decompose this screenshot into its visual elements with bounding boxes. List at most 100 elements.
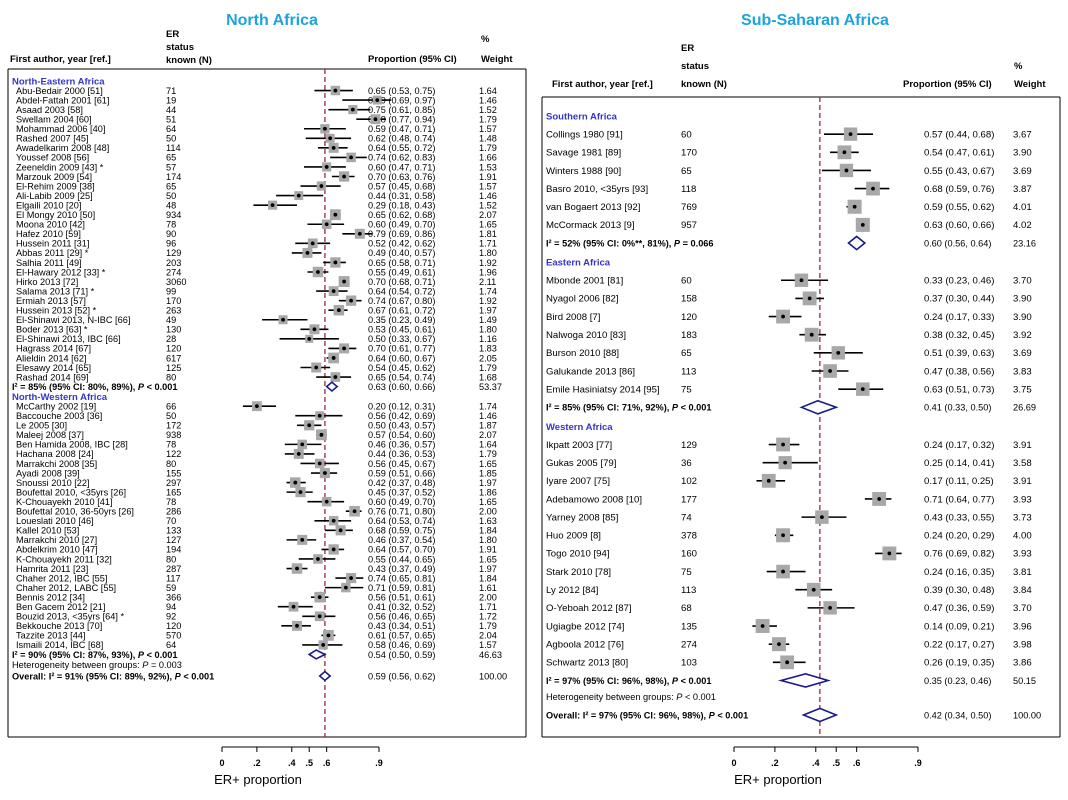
na-group-0-study-15-label: Hafez 2010 [59] <box>16 229 81 239</box>
north-africa-panel: North Africa ER status First author, yea… <box>7 12 527 787</box>
na-group-1-study-0-point <box>254 404 259 409</box>
na-group-1-study-16-n: 80 <box>166 554 176 564</box>
na-overall-label: Overall: I² = 91% (95% CI: 89%, 92%), P … <box>12 671 214 681</box>
ssa-group-1-study-5-point <box>828 369 832 373</box>
na-group-0-study-27-n: 120 <box>166 344 181 354</box>
na-group-0-study-3-n: 51 <box>166 115 176 125</box>
na-group-0-study-5-ci: 0.62 (0.48, 0.74) <box>368 134 435 144</box>
na-group-0-study-0-n: 71 <box>166 86 176 96</box>
na-group-0-study-1-point <box>375 98 380 102</box>
na-group-1-study-2-label: Le 2005 [30] <box>16 421 67 431</box>
na-group-1-study-25-label: Ismaili 2014, IBC [68] <box>16 640 103 650</box>
na-group-1-study-5-label: Hachana 2008 [24] <box>16 449 94 459</box>
ssa-group-2-study-12-ci: 0.26 (0.19, 0.35) <box>924 658 994 669</box>
na-group-1-study-13-ci: 0.68 (0.59, 0.75) <box>368 526 435 536</box>
na-group-0-summary-label: I² = 85% (95% CI: 80%, 89%), P < 0.001 <box>12 382 177 392</box>
na-group-0-study-10-ci: 0.57 (0.45, 0.68) <box>368 181 435 191</box>
na-group-0-study-12-ci: 0.29 (0.18, 0.43) <box>368 200 435 210</box>
ssa-group-0-study-4-label: van Bogaert 2013 [92] <box>546 202 640 213</box>
na-group-0-study-26-ci: 0.50 (0.33, 0.67) <box>368 334 435 344</box>
na-group-1-study-7-n: 155 <box>166 468 181 478</box>
na-group-0-study-20-ci: 0.70 (0.68, 0.71) <box>368 277 435 287</box>
ssa-group-0-study-2-point <box>844 168 849 173</box>
na-group-1-study-5-ci: 0.44 (0.36, 0.53) <box>368 449 435 459</box>
ssa-group-1-study-0-point <box>799 278 804 283</box>
ssa-group-1-study-3-weight: 3.92 <box>1013 330 1032 341</box>
na-overall-label-p: P <box>175 671 182 681</box>
na-group-1-study-0-label: McCarthy 2002 [19] <box>16 401 96 411</box>
ssa-group-1-study-2-point <box>781 314 785 319</box>
ssa-group-0-study-2-n: 65 <box>681 166 692 177</box>
na-group-1-study-7-point <box>323 471 327 475</box>
na-group-0-study-14-point <box>324 222 329 227</box>
na-group-0-study-11-ci: 0.44 (0.31, 0.58) <box>368 191 435 201</box>
na-group-0-study-12-label: Elgaili 2010 [20] <box>16 200 81 210</box>
na-group-1-study-20-point <box>317 595 322 600</box>
na-group-0-study-22-label: Ermiah 2013 [57] <box>16 296 86 306</box>
na-group-0-study-5-label: Rashed 2007 [45] <box>16 134 89 144</box>
ssa-tick-label-2: .4 <box>812 758 820 768</box>
na-group-0-study-29-weight: 1.79 <box>479 363 497 373</box>
na-group-0-study-12-n: 48 <box>166 200 176 210</box>
na-group-0-study-6-weight: 1.79 <box>479 143 497 153</box>
na-group-1-study-8-n: 297 <box>166 478 181 488</box>
na-group-1-study-15-n: 194 <box>166 545 181 555</box>
na-group-1-study-5-weight: 1.79 <box>479 449 497 459</box>
na-group-1-study-19-label: Chaher 2012, LABC [55] <box>16 583 116 593</box>
na-group-0-study-21-point <box>331 289 336 293</box>
ssa-group-2-study-11-point <box>777 642 781 647</box>
na-group-1-study-15-label: Abdelkrim 2010 [47] <box>16 545 98 555</box>
na-group-0-study-23-n: 263 <box>166 306 181 316</box>
ssa-overall-diamond <box>801 707 839 723</box>
na-group-0-study-26-point <box>307 336 312 341</box>
na-group-1-study-10-weight: 1.65 <box>479 497 497 507</box>
na-group-1-study-24-weight: 2.04 <box>479 631 497 641</box>
ssa-group-0-study-0-point <box>848 132 853 137</box>
na-group-0-study-25-ci: 0.53 (0.45, 0.61) <box>368 325 435 335</box>
na-group-1-study-3-ci: 0.57 (0.54, 0.60) <box>368 430 435 440</box>
na-tick-label-0: 0 <box>219 758 224 768</box>
na-group-1-study-8-ci: 0.42 (0.37, 0.48) <box>368 478 435 488</box>
na-group-0-study-28-label: Alieldin 2014 [62] <box>16 353 87 363</box>
na-heterogeneity: Heterogeneity between groups: P = 0.003 <box>12 660 182 670</box>
na-group-1-study-10-n: 78 <box>166 497 176 507</box>
ssa-overall-label-tail: < 0.001 <box>715 710 748 720</box>
na-group-1-study-12-weight: 1.63 <box>479 516 497 526</box>
ssa-group-2-study-7-ci: 0.24 (0.16, 0.35) <box>924 567 994 578</box>
na-group-0-study-18-weight: 1.92 <box>479 258 497 268</box>
na-group-0-study-20-label: Hirko 2013 [72] <box>16 277 78 287</box>
ssa-group-2-study-8-label: Ly 2012 [84] <box>546 585 598 596</box>
na-group-0-study-27-weight: 1.83 <box>479 344 497 354</box>
ssa-group-0-study-4-n: 769 <box>681 202 697 213</box>
na-group-0-study-15-weight: 1.81 <box>479 229 497 239</box>
ssa-overall-weight: 100.00 <box>1013 710 1041 720</box>
ssa-group-2-study-6-n: 160 <box>681 549 697 560</box>
na-group-0-study-5-weight: 1.48 <box>479 134 497 144</box>
na-group-0-study-18-point <box>333 260 338 265</box>
ssa-group-1-summary-label-text: I² = 85% (95% CI: 71%, 92%), <box>546 403 672 413</box>
na-group-0-study-9-ci: 0.70 (0.63, 0.76) <box>368 172 435 182</box>
ssa-group-1-study-6-ci: 0.63 (0.51, 0.73) <box>924 384 994 395</box>
na-group-0-study-2-label: Asaad 2003 [58] <box>16 105 83 115</box>
na-group-0-study-20-weight: 2.11 <box>479 277 496 287</box>
na-group-1-study-9-n: 165 <box>166 487 181 497</box>
ssa-group-2-study-9-weight: 3.70 <box>1013 603 1032 614</box>
ssa-group-2-study-1-label: Gukas 2005 [79] <box>546 458 616 469</box>
na-group-0-study-16-weight: 1.71 <box>479 239 497 249</box>
na-group-1-study-10-ci: 0.60 (0.49, 0.70) <box>368 497 435 507</box>
ssa-group-2-study-4-point <box>820 515 824 520</box>
na-group-0-study-25-n: 130 <box>166 325 181 335</box>
na-group-1-study-5-n: 122 <box>166 449 181 459</box>
ssa-group-2-study-5-weight: 4.00 <box>1013 531 1032 542</box>
na-group-1-study-12-ci: 0.64 (0.53, 0.74) <box>368 516 435 526</box>
ssa-group-0-summary-label-tail: = 0.066 <box>680 238 713 248</box>
ssa-group-2-study-10-label: Ugiagbe 2012 [74] <box>546 621 624 632</box>
na-group-1-study-24-label: Tazzite 2013 [44] <box>16 631 85 641</box>
na-group-0-study-13-point <box>333 212 338 217</box>
na-group-1-study-21-weight: 1.71 <box>479 602 497 612</box>
na-heterogeneity-tail: = 0.003 <box>148 660 181 670</box>
na-group-1-study-2-ci: 0.50 (0.43, 0.57) <box>368 421 435 431</box>
na-group-0-study-8-weight: 1.53 <box>479 162 497 172</box>
na-group-0-study-20-n: 3060 <box>166 277 186 287</box>
sub-saharan-africa-panel: Sub-Saharan Africa ER status % First aut… <box>541 12 1061 787</box>
